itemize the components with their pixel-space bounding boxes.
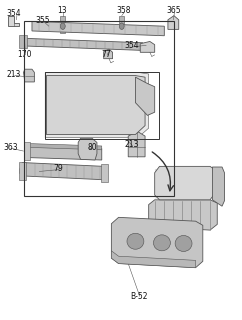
- Polygon shape: [140, 42, 155, 52]
- Text: 80: 80: [87, 143, 97, 152]
- Text: 13: 13: [57, 6, 67, 15]
- Polygon shape: [155, 166, 215, 200]
- Polygon shape: [25, 143, 102, 150]
- Text: 170: 170: [17, 50, 32, 59]
- Polygon shape: [168, 16, 179, 29]
- Polygon shape: [23, 141, 30, 160]
- Polygon shape: [104, 49, 113, 59]
- Text: 358: 358: [116, 6, 131, 15]
- Polygon shape: [46, 76, 145, 134]
- Text: 7: 7: [140, 99, 145, 108]
- Circle shape: [60, 23, 65, 29]
- Polygon shape: [25, 146, 102, 160]
- Polygon shape: [23, 38, 143, 50]
- Polygon shape: [32, 21, 164, 36]
- Polygon shape: [136, 77, 155, 116]
- Text: 213: 213: [7, 70, 21, 79]
- Polygon shape: [20, 163, 106, 180]
- Text: 355: 355: [36, 16, 50, 25]
- Polygon shape: [78, 138, 97, 160]
- Polygon shape: [119, 16, 124, 33]
- Text: 354: 354: [7, 9, 21, 18]
- Polygon shape: [45, 72, 149, 138]
- Polygon shape: [111, 251, 196, 268]
- Polygon shape: [60, 16, 65, 33]
- Polygon shape: [8, 16, 19, 26]
- Text: 363: 363: [3, 143, 18, 152]
- Text: 79: 79: [53, 164, 63, 173]
- Bar: [45, 72, 159, 139]
- Ellipse shape: [153, 235, 170, 251]
- Polygon shape: [19, 35, 27, 49]
- Circle shape: [119, 23, 124, 29]
- Text: 354: 354: [125, 41, 139, 51]
- Polygon shape: [19, 162, 26, 180]
- Text: 213: 213: [125, 140, 139, 149]
- Polygon shape: [100, 164, 108, 182]
- Polygon shape: [128, 131, 145, 157]
- Polygon shape: [23, 69, 34, 82]
- Polygon shape: [212, 167, 225, 206]
- Polygon shape: [149, 200, 217, 230]
- Text: B-52: B-52: [130, 292, 148, 301]
- Text: 77: 77: [102, 50, 111, 59]
- Text: 365: 365: [167, 6, 181, 15]
- Bar: [23, 21, 174, 196]
- Ellipse shape: [127, 233, 144, 249]
- Polygon shape: [111, 217, 203, 268]
- Ellipse shape: [175, 236, 192, 252]
